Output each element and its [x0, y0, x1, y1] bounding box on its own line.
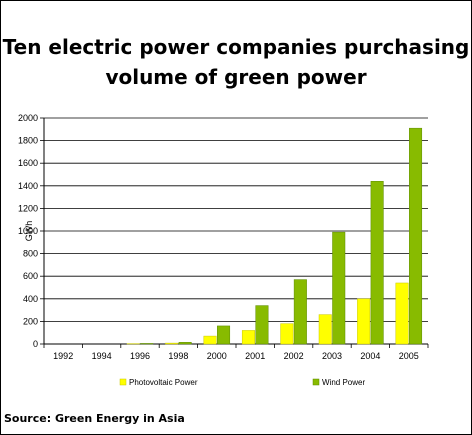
bar-wind [293, 279, 307, 345]
y-tick-label: 1800 [18, 136, 38, 146]
y-tick-label: 1400 [18, 181, 38, 191]
y-axis-label: GWh [24, 221, 34, 242]
bar-wind [140, 343, 154, 345]
chart-title-line-1: Ten electric power companies purchasing [2, 35, 470, 59]
source-note: Source: Green Energy in Asia [4, 412, 185, 425]
x-tick-label: 2005 [399, 351, 419, 361]
x-tick-label: 1996 [130, 351, 150, 361]
bar-wind [370, 181, 384, 345]
bar-photovoltaic [280, 323, 294, 345]
y-tick-label: 1000 [18, 226, 38, 236]
x-tick-label: 1992 [53, 351, 73, 361]
bar-wind [217, 325, 231, 345]
bar-wind [178, 342, 192, 345]
legend-swatch-wind [312, 378, 320, 386]
x-tick-label: 2001 [245, 351, 265, 361]
bar-wind [332, 231, 346, 345]
bar-photovoltaic [203, 335, 217, 345]
x-tick-label: 2002 [284, 351, 304, 361]
legend-swatch-photovoltaic [119, 378, 127, 386]
legend-label-photovoltaic: Photovoltaic Power [129, 378, 198, 387]
bar-photovoltaic [395, 282, 409, 345]
y-tick-label: 600 [23, 271, 38, 281]
y-tick-label: 0 [33, 339, 38, 349]
bar-photovoltaic [318, 314, 332, 345]
bar-wind [255, 305, 269, 345]
y-tick-label: 1600 [18, 158, 38, 168]
legend-label-wind: Wind Power [322, 378, 365, 387]
bar-photovoltaic [165, 342, 179, 345]
bar-photovoltaic [241, 330, 255, 345]
x-tick-label: 2003 [322, 351, 342, 361]
bar-wind [409, 127, 423, 345]
chart-title: Ten electric power companies purchasing … [0, 32, 472, 92]
x-tick-label: 2000 [207, 351, 227, 361]
y-tick-label: 2000 [18, 113, 38, 123]
x-tick-label: 1994 [92, 351, 112, 361]
y-tick-label: 200 [23, 316, 38, 326]
bar-photovoltaic [357, 298, 371, 345]
y-tick-label: 400 [23, 294, 38, 304]
y-tick-label: 800 [23, 249, 38, 259]
chart-title-line-2: volume of green power [105, 65, 367, 89]
y-tick-label: 1200 [18, 203, 38, 213]
x-tick-label: 2004 [360, 351, 380, 361]
x-tick-label: 1998 [168, 351, 188, 361]
